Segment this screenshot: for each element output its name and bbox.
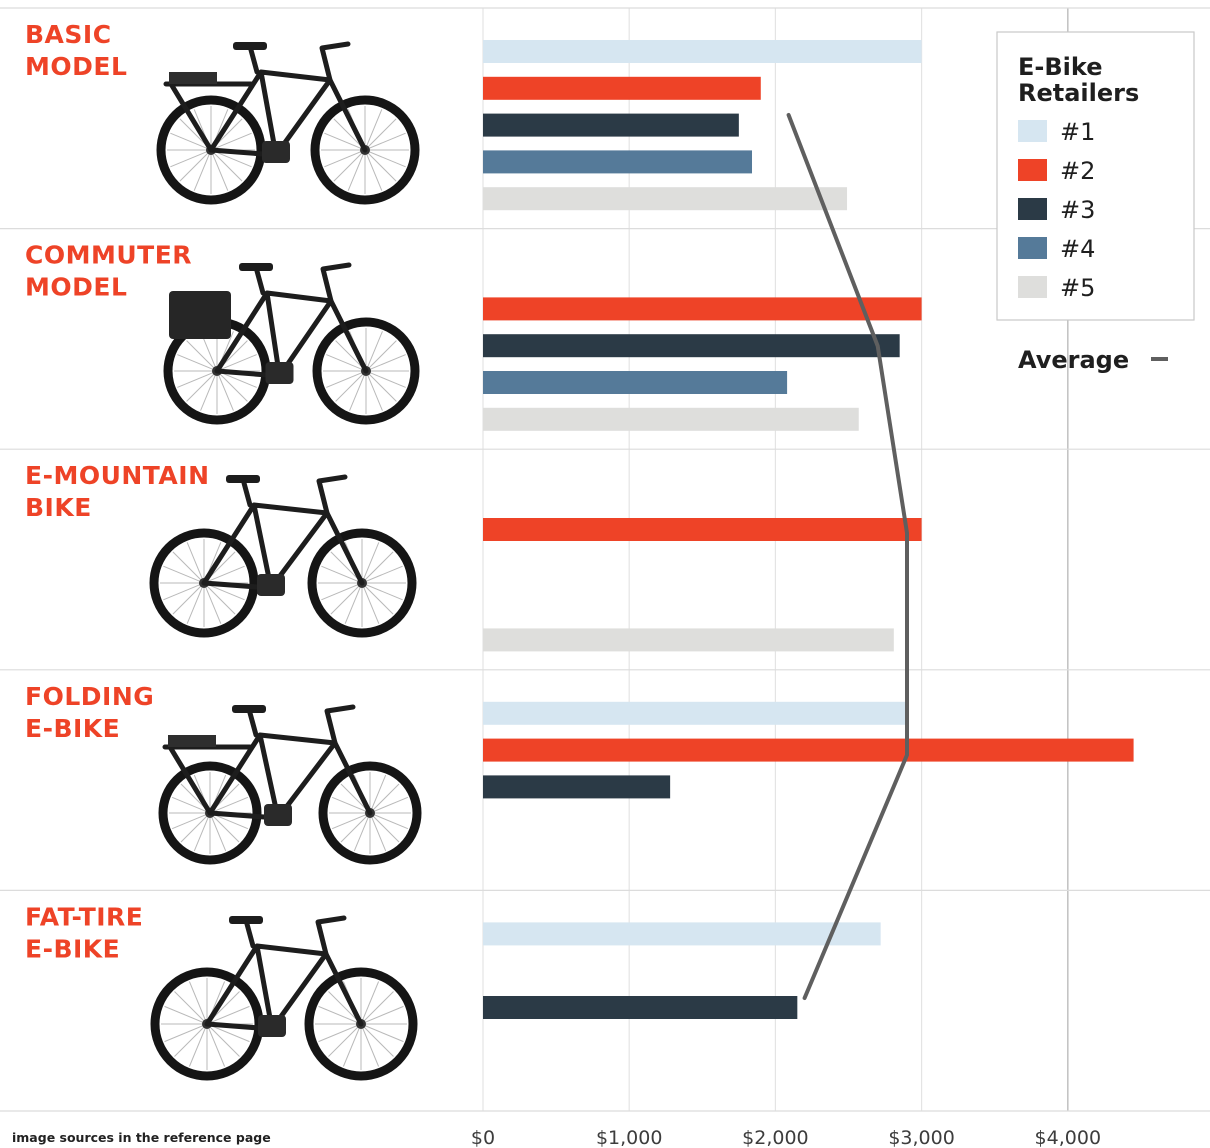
rear-wheel	[156, 95, 266, 205]
bar-e-mountain-bike-retailer-5	[483, 628, 894, 652]
average-legend-label: Average	[1018, 346, 1129, 374]
battery	[168, 735, 216, 747]
x-tick-label-0: $0	[471, 1127, 495, 1148]
front-wheel	[312, 317, 420, 425]
bar-fat-tire-e-bike-retailer-1	[483, 922, 881, 946]
basic-model-label-line-2: MODEL	[25, 52, 127, 81]
bar-basic-model-retailer-5	[483, 187, 848, 211]
fat-tire-e-bike-label-line-1: FAT-TIRE	[25, 902, 143, 931]
bar-basic-model-retailer-1	[483, 40, 922, 63]
bar-commuter-model-retailer-2	[483, 297, 922, 321]
average-line-group	[786, 113, 909, 1000]
average-legend: Average	[1018, 346, 1168, 374]
legend-swatch-1	[1018, 120, 1047, 142]
bar-e-mountain-bike-retailer-2	[483, 518, 922, 541]
saddle	[233, 42, 267, 50]
bar-basic-model-retailer-3	[483, 113, 739, 137]
battery	[169, 72, 217, 84]
front-wheel	[310, 95, 420, 205]
bike-icon-basic-model	[156, 41, 420, 205]
handlebar	[316, 474, 348, 516]
bar-fat-tire-e-bike-retailer-3	[483, 996, 798, 1019]
saddle	[226, 475, 260, 483]
bike-icon-fat-tire-e-bike	[150, 915, 418, 1081]
saddle	[229, 916, 263, 924]
front-wheel	[307, 528, 417, 638]
seat-post	[241, 480, 253, 508]
fat-tire-e-bike-label-line-2: E-BIKE	[25, 934, 120, 963]
e-mountain-bike-label-line-1: E-MOUNTAIN	[25, 461, 210, 490]
bar-folding-e-bike-retailer-1	[483, 701, 907, 725]
motor	[257, 574, 285, 596]
bar-commuter-model-retailer-3	[483, 334, 900, 358]
legend-swatch-3	[1018, 198, 1047, 220]
x-tick-label-4000: $4,000	[1035, 1127, 1101, 1148]
legend-title-line-1: E-Bike	[1018, 53, 1102, 81]
saddle	[239, 263, 273, 271]
x-axis-ticks: $0 $1,000 $2,000 $3,000 $4,000	[471, 1127, 1101, 1148]
bike-icon-commuter-model	[163, 262, 420, 425]
bar-commuter-model-retailer-4	[483, 371, 788, 394]
x-tick-label-2000: $2,000	[742, 1127, 808, 1148]
bar-commuter-model-retailer-5	[483, 407, 859, 431]
bar-basic-model-retailer-2	[483, 76, 761, 100]
saddle	[232, 705, 266, 713]
legend-entry-4: #4	[1060, 235, 1095, 263]
bike-icon-folding-e-bike	[158, 704, 422, 865]
rear-wheel	[158, 761, 262, 865]
basic-model-label-line-1: BASIC	[25, 20, 112, 49]
legend-entries: #1 #2 #3 #4 #5	[1018, 118, 1095, 302]
handlebar	[315, 915, 347, 957]
seat-post	[244, 921, 256, 949]
motor	[262, 141, 290, 163]
bike-icon-e-mountain-bike	[149, 474, 417, 638]
legend-swatch-5	[1018, 276, 1047, 298]
legend-swatch-4	[1018, 237, 1047, 259]
e-mountain-bike-label-line-2: BIKE	[25, 493, 92, 522]
motor	[264, 804, 292, 826]
front-wheel	[318, 761, 422, 865]
legend-title-line-2: Retailers	[1018, 79, 1139, 107]
legend-swatch-2	[1018, 159, 1047, 181]
folding-e-bike-label-line-2: E-BIKE	[25, 714, 120, 743]
bar-folding-e-bike-retailer-2	[483, 738, 1134, 762]
x-tick-label-3000: $3,000	[888, 1127, 954, 1148]
front-wheel	[304, 967, 418, 1081]
handlebar	[324, 704, 356, 746]
legend-entry-5: #5	[1060, 274, 1095, 302]
commuter-model-label-line-1: COMMUTER	[25, 241, 192, 270]
x-tick-label-1000: $1,000	[596, 1127, 662, 1148]
bar-folding-e-bike-retailer-3	[483, 775, 671, 799]
bar-basic-model-retailer-4	[483, 150, 753, 174]
motor	[265, 362, 294, 384]
legend: E-Bike Retailers #1 #2 #3 #4 #5	[996, 31, 1195, 321]
legend-entry-1: #1	[1060, 118, 1095, 146]
bike-illustrations	[149, 41, 422, 1081]
handlebar	[320, 262, 352, 304]
seat-post	[247, 710, 259, 738]
legend-entry-2: #2	[1060, 157, 1095, 185]
seat-post	[254, 268, 266, 296]
commuter-model-label-line-2: MODEL	[25, 273, 127, 302]
folding-e-bike-label-line-1: FOLDING	[25, 682, 154, 711]
rear-wheel	[149, 528, 259, 638]
category-labels: BASIC MODEL COMMUTER MODEL E-MOUNTAIN BIKE FOL…	[25, 20, 210, 963]
pannier-bag	[169, 291, 231, 339]
legend-entry-3: #3	[1060, 196, 1095, 224]
footnote: image sources in the reference page	[12, 1130, 271, 1145]
grid	[482, 8, 1069, 1111]
handlebar	[319, 41, 351, 83]
bars	[483, 40, 1134, 1019]
category-separators	[0, 7, 1210, 1112]
seat-post	[248, 47, 260, 75]
motor	[258, 1015, 286, 1037]
average-line	[786, 113, 909, 1000]
